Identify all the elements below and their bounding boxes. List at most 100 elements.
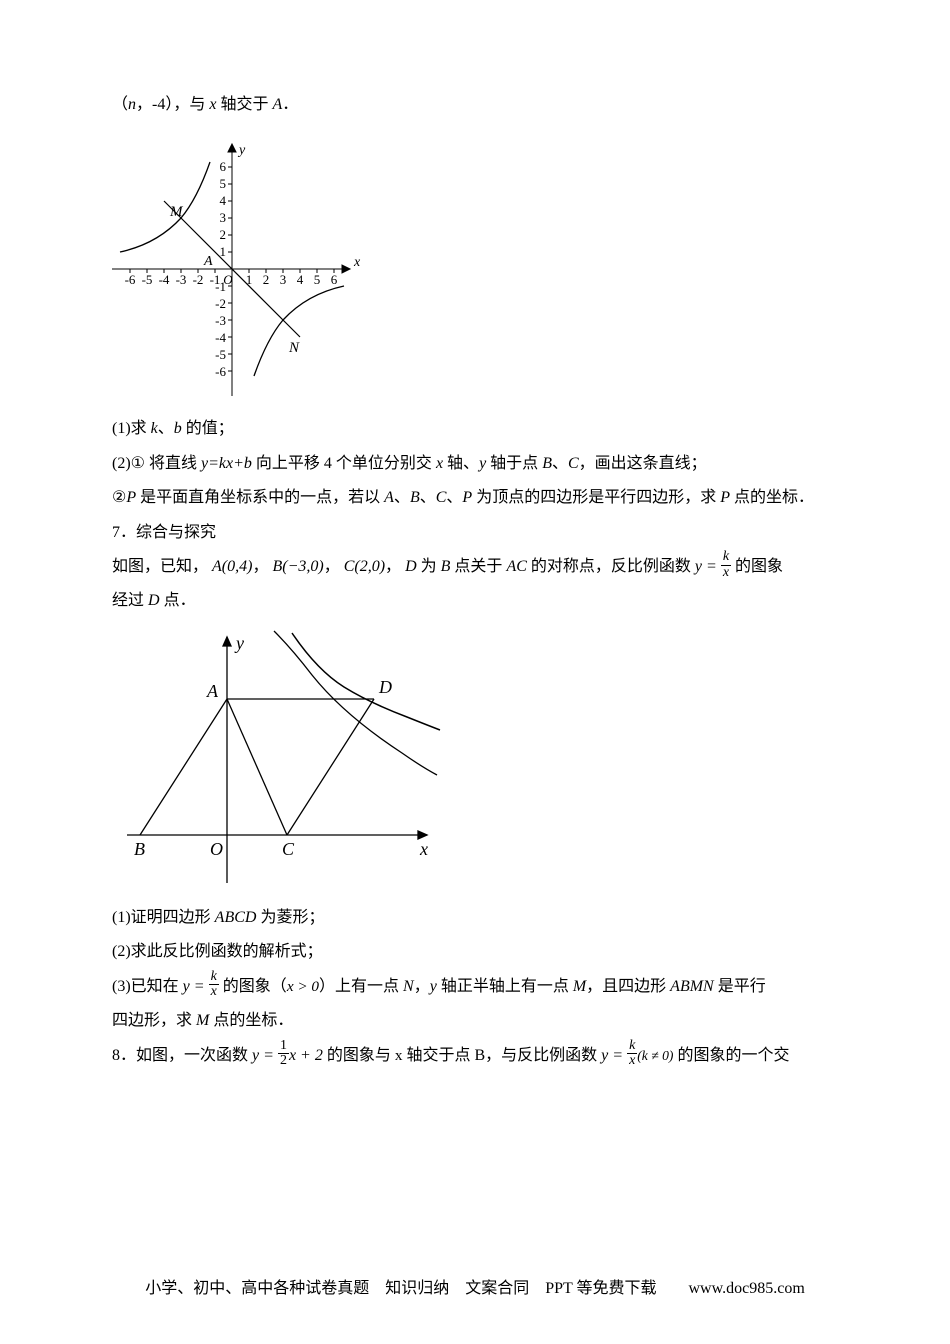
text: 是平面直角坐标系中的一点，若以	[136, 489, 384, 506]
svg-text:4: 4	[297, 272, 304, 287]
text: （	[112, 96, 128, 113]
var-AC: AC	[506, 558, 526, 575]
circled-1: ①	[131, 455, 145, 472]
svg-text:-2: -2	[215, 296, 226, 311]
expr-C: C(2,0)	[344, 558, 385, 575]
svg-text:6: 6	[220, 159, 227, 174]
content: （n，-4），与 x 轴交于 A．	[112, 90, 838, 1071]
footer-text: 小学、初中、高中各种试卷真题 知识归纳 文案合同 PPT 等免费下载 www.d…	[145, 1280, 805, 1297]
var-n: n	[128, 96, 136, 113]
comma: ，	[385, 558, 401, 575]
text: 、	[394, 489, 410, 506]
expr-A: A(0,4)	[212, 558, 252, 575]
page-footer: 小学、初中、高中各种试卷真题 知识归纳 文案合同 PPT 等免费下载 www.d…	[0, 1274, 950, 1304]
svg-text:-6: -6	[125, 272, 136, 287]
graph-1: -6 -5 -4 -3 -2 -1 O 1 2 3 4 5 6 1	[102, 124, 838, 414]
eq2-lhs: y =	[601, 1047, 627, 1064]
var-x: x	[436, 455, 443, 472]
text: ，	[414, 978, 430, 995]
var-B: B	[474, 1047, 485, 1064]
cond: (k ≠ 0)	[637, 1048, 673, 1063]
text: 的图象与	[323, 1047, 395, 1064]
text: 的值；	[182, 420, 234, 437]
q7-sub3-line2: 四边形，求 M 点的坐标．	[112, 1006, 838, 1036]
text: 是平行	[714, 978, 766, 995]
number: 8．	[112, 1047, 136, 1064]
number: 7．	[112, 524, 136, 541]
text: ，画出这条直线；	[579, 455, 707, 472]
text: 如图，已知，	[112, 558, 208, 575]
svg-text:x: x	[353, 255, 361, 270]
q7-sub3-line1: (3)已知在 y = kx 的图象（x > 0）上有一点 N，y 轴正半轴上有一…	[112, 972, 838, 1003]
text: 已知在	[131, 978, 183, 995]
var-D: D	[148, 592, 160, 609]
abcd: ABCD	[215, 909, 257, 926]
label: (1)	[112, 420, 131, 437]
svg-text:-3: -3	[215, 313, 226, 328]
svg-text:3: 3	[220, 210, 227, 225]
text: ）上有一点	[319, 978, 403, 995]
text: 点的坐标．	[730, 489, 814, 506]
svg-text:2: 2	[220, 227, 227, 242]
q7-title: 7．综合与探究	[112, 518, 838, 548]
svg-text:-2: -2	[193, 272, 204, 287]
svg-text:y: y	[234, 633, 244, 653]
svg-text:B: B	[134, 839, 145, 859]
svg-text:1: 1	[246, 272, 253, 287]
point-A: A	[384, 489, 394, 506]
var-P: P	[720, 489, 730, 506]
fraction-k-x: kx	[721, 550, 731, 580]
svg-text:-1: -1	[215, 279, 226, 294]
text: 为顶点的四边形是平行四边形，求	[472, 489, 720, 506]
text: 轴正半轴上有一点	[437, 978, 573, 995]
var-k: k	[151, 420, 158, 437]
q7-sub1: (1)证明四边形 ABCD 为菱形；	[112, 903, 838, 933]
text: 为菱形；	[256, 909, 324, 926]
text: 将直线	[145, 455, 201, 472]
text: 点关于	[450, 558, 506, 575]
svg-text:2: 2	[263, 272, 270, 287]
q7-line3: 经过 D 点．	[112, 586, 838, 616]
var-b: b	[174, 420, 182, 437]
y-eq: y =	[183, 978, 209, 995]
svg-text:-4: -4	[159, 272, 170, 287]
text: 的图象	[731, 558, 783, 575]
text: 点的坐标．	[209, 1012, 293, 1029]
label: (3)	[112, 978, 131, 995]
text: 、	[446, 489, 462, 506]
svg-text:A: A	[206, 681, 219, 701]
q7-sub2: (2)求此反比例函数的解析式；	[112, 937, 838, 967]
text: 轴、	[443, 455, 479, 472]
text: 的图象的一个交	[673, 1047, 789, 1064]
text: 证明四边形	[131, 909, 215, 926]
svg-text:-5: -5	[142, 272, 153, 287]
svg-text:C: C	[282, 839, 295, 859]
text: 经过	[112, 592, 148, 609]
var-N: N	[403, 978, 414, 995]
comma: ，	[324, 558, 340, 575]
fraction-half: 12	[278, 1039, 289, 1069]
cond: x > 0	[287, 978, 319, 995]
svg-text:-4: -4	[215, 330, 226, 345]
q8: 8．如图，一次函数 y = 12x + 2 的图象与 x 轴交于点 B，与反比例…	[112, 1041, 838, 1072]
svg-text:M: M	[169, 204, 184, 220]
graph-2: A B C D O x y	[122, 625, 838, 895]
text: ，与反比例函数	[485, 1047, 601, 1064]
q2-line1: (2)① 将直线 y=kx+b 向上平移 4 个单位分别交 x 轴、y 轴于点 …	[112, 449, 838, 479]
svg-text:-3: -3	[176, 272, 187, 287]
var-D: D	[405, 558, 417, 575]
eq-lhs: y =	[252, 1047, 278, 1064]
svg-text:y: y	[237, 143, 246, 158]
text: 四边形，求	[112, 1012, 196, 1029]
abmn: ABMN	[670, 978, 714, 995]
svg-text:N: N	[288, 340, 300, 356]
svg-text:3: 3	[280, 272, 287, 287]
point-C: C	[568, 455, 579, 472]
q7-line2: 如图，已知， A(0,4)， B(−3,0)， C(2,0)， D 为 B 点关…	[112, 552, 838, 583]
comma: ，	[252, 558, 268, 575]
page: （n，-4），与 x 轴交于 A．	[0, 0, 950, 1344]
svg-text:A: A	[203, 254, 213, 269]
text: 轴交于	[216, 96, 272, 113]
text: 点．	[160, 592, 196, 609]
circled-2: ②	[112, 489, 126, 506]
